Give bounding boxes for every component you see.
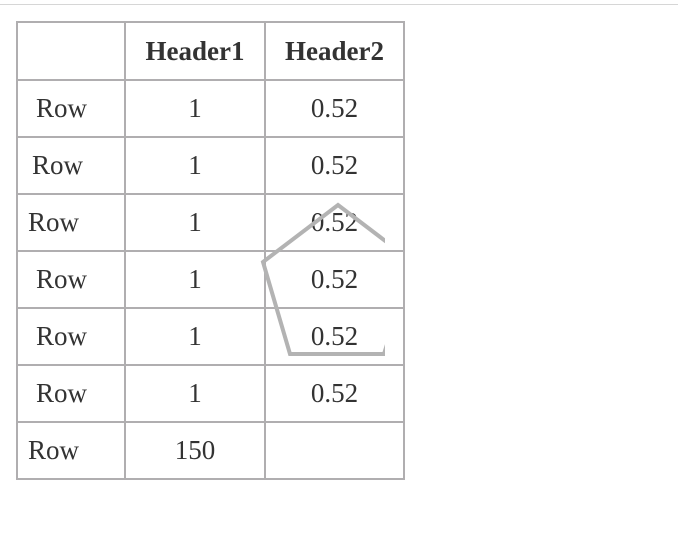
cell-header1: 1 — [124, 79, 266, 138]
header-empty — [16, 21, 126, 81]
cell-header2: 0.52 — [264, 136, 405, 195]
row-label: Row — [16, 307, 126, 366]
row-label: Row — [16, 364, 126, 423]
table-row: Row 1 0.52 — [16, 136, 405, 195]
cell-header1: 1 — [124, 364, 266, 423]
cell-header1: 150 — [124, 421, 266, 480]
table-row: Row 1 0.52 — [16, 250, 405, 309]
table-row: Row 1 0.52 — [16, 79, 405, 138]
cell-header2: 0.52 — [264, 193, 405, 252]
row-label: Row — [16, 79, 126, 138]
table-row: Row 1 0.52 — [16, 193, 405, 252]
cell-header2 — [264, 421, 405, 480]
cell-header1: 1 — [124, 136, 266, 195]
cell-header1: 1 — [124, 193, 266, 252]
data-table: Header1 Header2 Row 1 0.52 Row 1 0.52 Ro… — [16, 21, 405, 480]
cell-header2: 0.52 — [264, 364, 405, 423]
row-label: Row — [16, 136, 126, 195]
row-label: Row — [16, 250, 126, 309]
cell-header1: 1 — [124, 307, 266, 366]
cell-header1: 1 — [124, 250, 266, 309]
table-row: Row 1 0.52 — [16, 364, 405, 423]
header-row: Header1 Header2 — [16, 21, 405, 81]
table-row: Row 150 — [16, 421, 405, 480]
row-label: Row — [16, 193, 126, 252]
header-2: Header2 — [264, 21, 405, 81]
row-label: Row — [16, 421, 126, 480]
cell-header2: 0.52 — [264, 250, 405, 309]
cell-header2: 0.52 — [264, 79, 405, 138]
header-1: Header1 — [124, 21, 266, 81]
cell-header2: 0.52 — [264, 307, 405, 366]
top-divider — [0, 4, 678, 5]
table-row: Row 1 0.52 — [16, 307, 405, 366]
